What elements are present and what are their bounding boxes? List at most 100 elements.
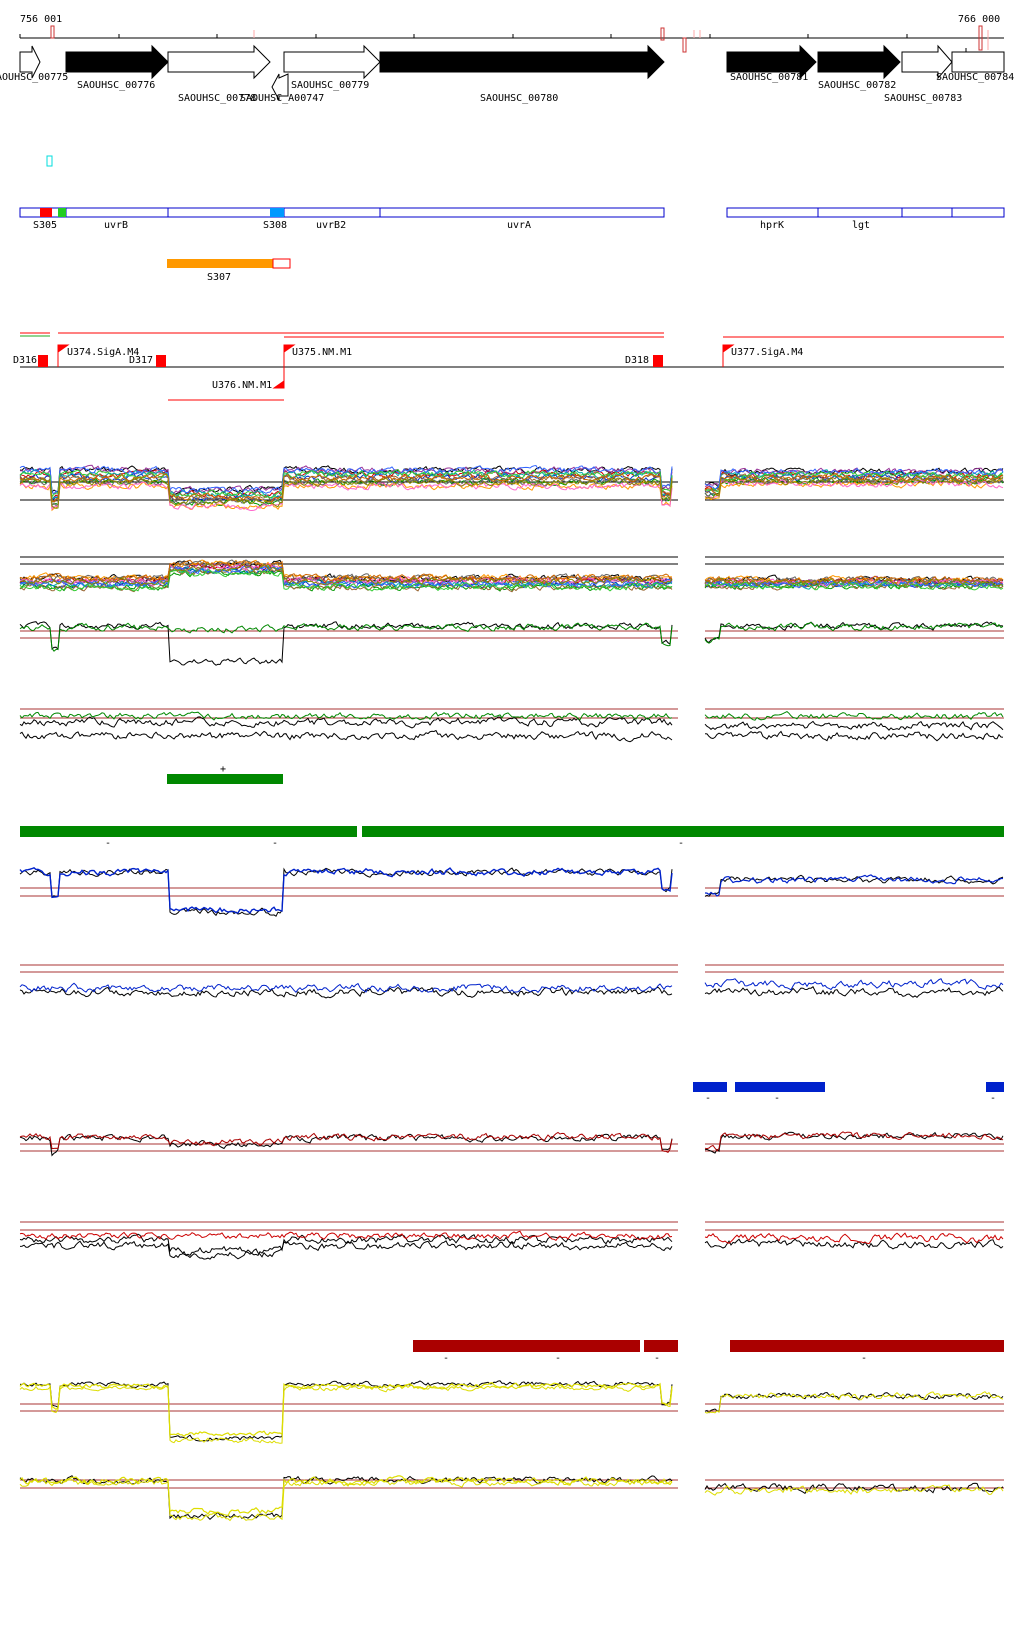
s307-bar[interactable]	[167, 259, 273, 268]
profile-line	[19, 480, 673, 512]
feature-label: S305	[33, 220, 57, 231]
profile-line	[704, 1482, 1004, 1495]
multi-lines-2	[19, 559, 1004, 593]
profile-line	[19, 473, 673, 503]
feature-boxes	[19, 207, 1005, 218]
green-minus-segment-1[interactable]	[20, 826, 357, 837]
minus-strand-mark: -	[272, 838, 278, 849]
profile-line	[704, 581, 1004, 591]
yellow-expression-track-b	[19, 1475, 1004, 1522]
profile-line	[19, 559, 673, 584]
profile-line	[19, 559, 673, 583]
gene-arrow-00776[interactable]	[65, 44, 169, 80]
blue-expression-track-b	[19, 964, 1004, 999]
s307-track: S307	[167, 258, 291, 283]
gene-arrow-00781[interactable]	[726, 44, 817, 80]
profile-line	[19, 716, 673, 729]
profile-line	[704, 476, 1004, 499]
profile-line	[19, 468, 673, 499]
profile-line	[19, 464, 673, 495]
gene-label: SAOUHSC_00778	[178, 93, 256, 104]
blue-segment-3[interactable]	[986, 1082, 1004, 1092]
green-plus-segment[interactable]	[167, 774, 283, 784]
gene-arrow-00782[interactable]	[817, 44, 901, 80]
feature-S308-box[interactable]	[270, 208, 284, 217]
minus-strand-mark: -	[705, 1093, 711, 1104]
blue-segment-1[interactable]	[693, 1082, 727, 1092]
gene-label: SAOUHSC_00776	[77, 80, 155, 91]
cyan-marker	[46, 155, 53, 167]
minus-strand-mark: -	[774, 1093, 780, 1104]
profile-line	[19, 1382, 673, 1437]
profile-line	[704, 1484, 1004, 1496]
profile-line	[704, 978, 1004, 991]
promoter-label: U377.SigA.M4	[731, 347, 803, 358]
ruler-end-label: 766 000	[958, 14, 1000, 25]
minus-strand-mark: -	[678, 838, 684, 849]
gene-box-00784[interactable]	[951, 51, 1005, 73]
red-lines-a	[19, 1131, 1004, 1157]
gene-label: SAOUHSC_00779	[291, 80, 369, 91]
gene-label: SAOUHSC_A00747	[240, 93, 324, 104]
profile-line	[704, 874, 1003, 897]
blue-segments: - - -	[693, 1082, 1004, 1104]
s307-label: S307	[207, 272, 231, 283]
promoter-label: D317	[129, 355, 153, 366]
darkred-segment-1[interactable]	[413, 1340, 640, 1352]
s307-bar-outline	[272, 258, 291, 269]
profile-line	[19, 622, 673, 652]
profile-line	[19, 986, 673, 999]
green-expression-track-a	[19, 621, 1004, 666]
profile-line	[704, 470, 1004, 493]
gene-arrow-00780[interactable]	[379, 44, 665, 80]
green-minus-segment-2[interactable]	[362, 826, 1004, 837]
profile-line	[19, 982, 673, 994]
profile-line	[19, 1240, 673, 1260]
profile-line	[704, 1131, 1004, 1154]
gene-label: SAOUHSC_00784	[936, 72, 1014, 83]
terminator-D317[interactable]	[156, 355, 166, 367]
profile-line	[19, 1478, 672, 1522]
minus-strand-mark: -	[443, 1353, 449, 1364]
gene-arrow-00783[interactable]	[901, 44, 953, 80]
terminator-D316[interactable]	[38, 355, 48, 367]
minus-strand-mark: -	[105, 838, 111, 849]
profile-line	[19, 1133, 673, 1157]
profile-line	[19, 477, 673, 509]
profile-line	[19, 473, 673, 503]
blue-segment-2[interactable]	[735, 1082, 825, 1092]
red-lines-b	[19, 1230, 1004, 1260]
feature-green-box[interactable]	[58, 208, 66, 217]
feature-label: uvrA	[507, 220, 531, 231]
profile-line	[19, 568, 673, 592]
feature-S305-box[interactable]	[40, 208, 52, 217]
gene-arrow-00779[interactable]	[283, 44, 381, 80]
promoter-label: U374.SigA.M4	[67, 347, 139, 358]
terminator-D318[interactable]	[653, 355, 663, 367]
promoter-label: U376.NM.M1	[212, 380, 272, 391]
profile-line	[19, 1230, 673, 1242]
blue-expression-track-a	[19, 866, 1004, 917]
profile-line	[704, 1131, 1004, 1152]
feature-label: uvrB	[104, 220, 128, 231]
profile-line	[704, 1238, 1004, 1250]
yellow-lines-a	[19, 1380, 1004, 1444]
green-lines-a	[19, 621, 1004, 666]
minus-strand-mark: -	[990, 1093, 996, 1104]
feature-label: uvrB2	[316, 220, 346, 231]
gene-arrow-00775[interactable]	[19, 45, 41, 79]
green-segments: + - - -	[20, 764, 1004, 849]
gene-arrow-A00747[interactable]	[271, 73, 289, 101]
plus-strand-mark: +	[220, 764, 226, 775]
gene-label: SAOUHSC_00781	[730, 72, 808, 83]
ruler-ticks	[19, 34, 908, 38]
darkred-segment-2[interactable]	[644, 1340, 678, 1352]
profile-line	[704, 467, 1004, 487]
profile-line	[19, 1383, 673, 1444]
darkred-segment-3[interactable]	[730, 1340, 1004, 1352]
gene-arrow-00778[interactable]	[167, 44, 271, 80]
profile-line	[19, 711, 673, 721]
green-expression-track-b	[19, 708, 1004, 743]
promoter-label: D316	[13, 355, 37, 366]
promoter-track: D316 U374.SigA.M4 D317 U375.NM.M1 U376.N…	[13, 332, 1004, 401]
